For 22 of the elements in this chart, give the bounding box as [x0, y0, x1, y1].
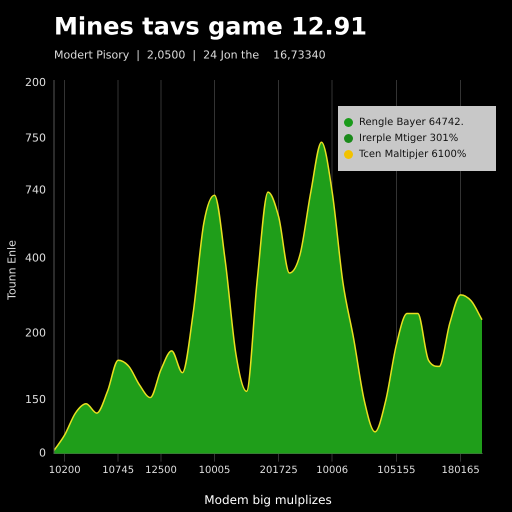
annotation: Tcen Maltipjer 6100%	[359, 149, 466, 160]
x-tick-label: 10200	[48, 465, 81, 476]
text: 150	[25, 392, 46, 406]
x-tick-label: 105155	[377, 465, 416, 476]
x-tick-label: 10006	[316, 465, 348, 476]
text-panel: Rengle Bayer 64742. Irerple Mtiger 301% Tcen Maltipjer 6100%	[338, 106, 496, 171]
chart-title: Mines tavs game 12.91	[54, 12, 367, 41]
chart-subtitle: Modert Pisory | 2,0500 | 24 Jon the 16,73340	[54, 48, 326, 62]
text: 400	[25, 252, 46, 265]
text: 750	[25, 131, 46, 144]
text: 0	[39, 446, 46, 460]
x-tick-label: 10005	[198, 465, 230, 476]
y-axis-title: Tounn Enle	[6, 240, 18, 300]
x-tick-label: 12500	[145, 465, 177, 476]
x-tick-label: 10745	[102, 465, 134, 476]
x-axis-title: Modem big mulplizes	[204, 492, 332, 507]
annotation: Irerple Mtiger 301%	[359, 133, 458, 144]
text: 200	[25, 326, 46, 340]
text: 740	[25, 183, 46, 196]
x-tick-label: 180165	[442, 465, 480, 476]
x-tick-label: 201725	[260, 465, 298, 476]
text: 200	[25, 76, 46, 90]
